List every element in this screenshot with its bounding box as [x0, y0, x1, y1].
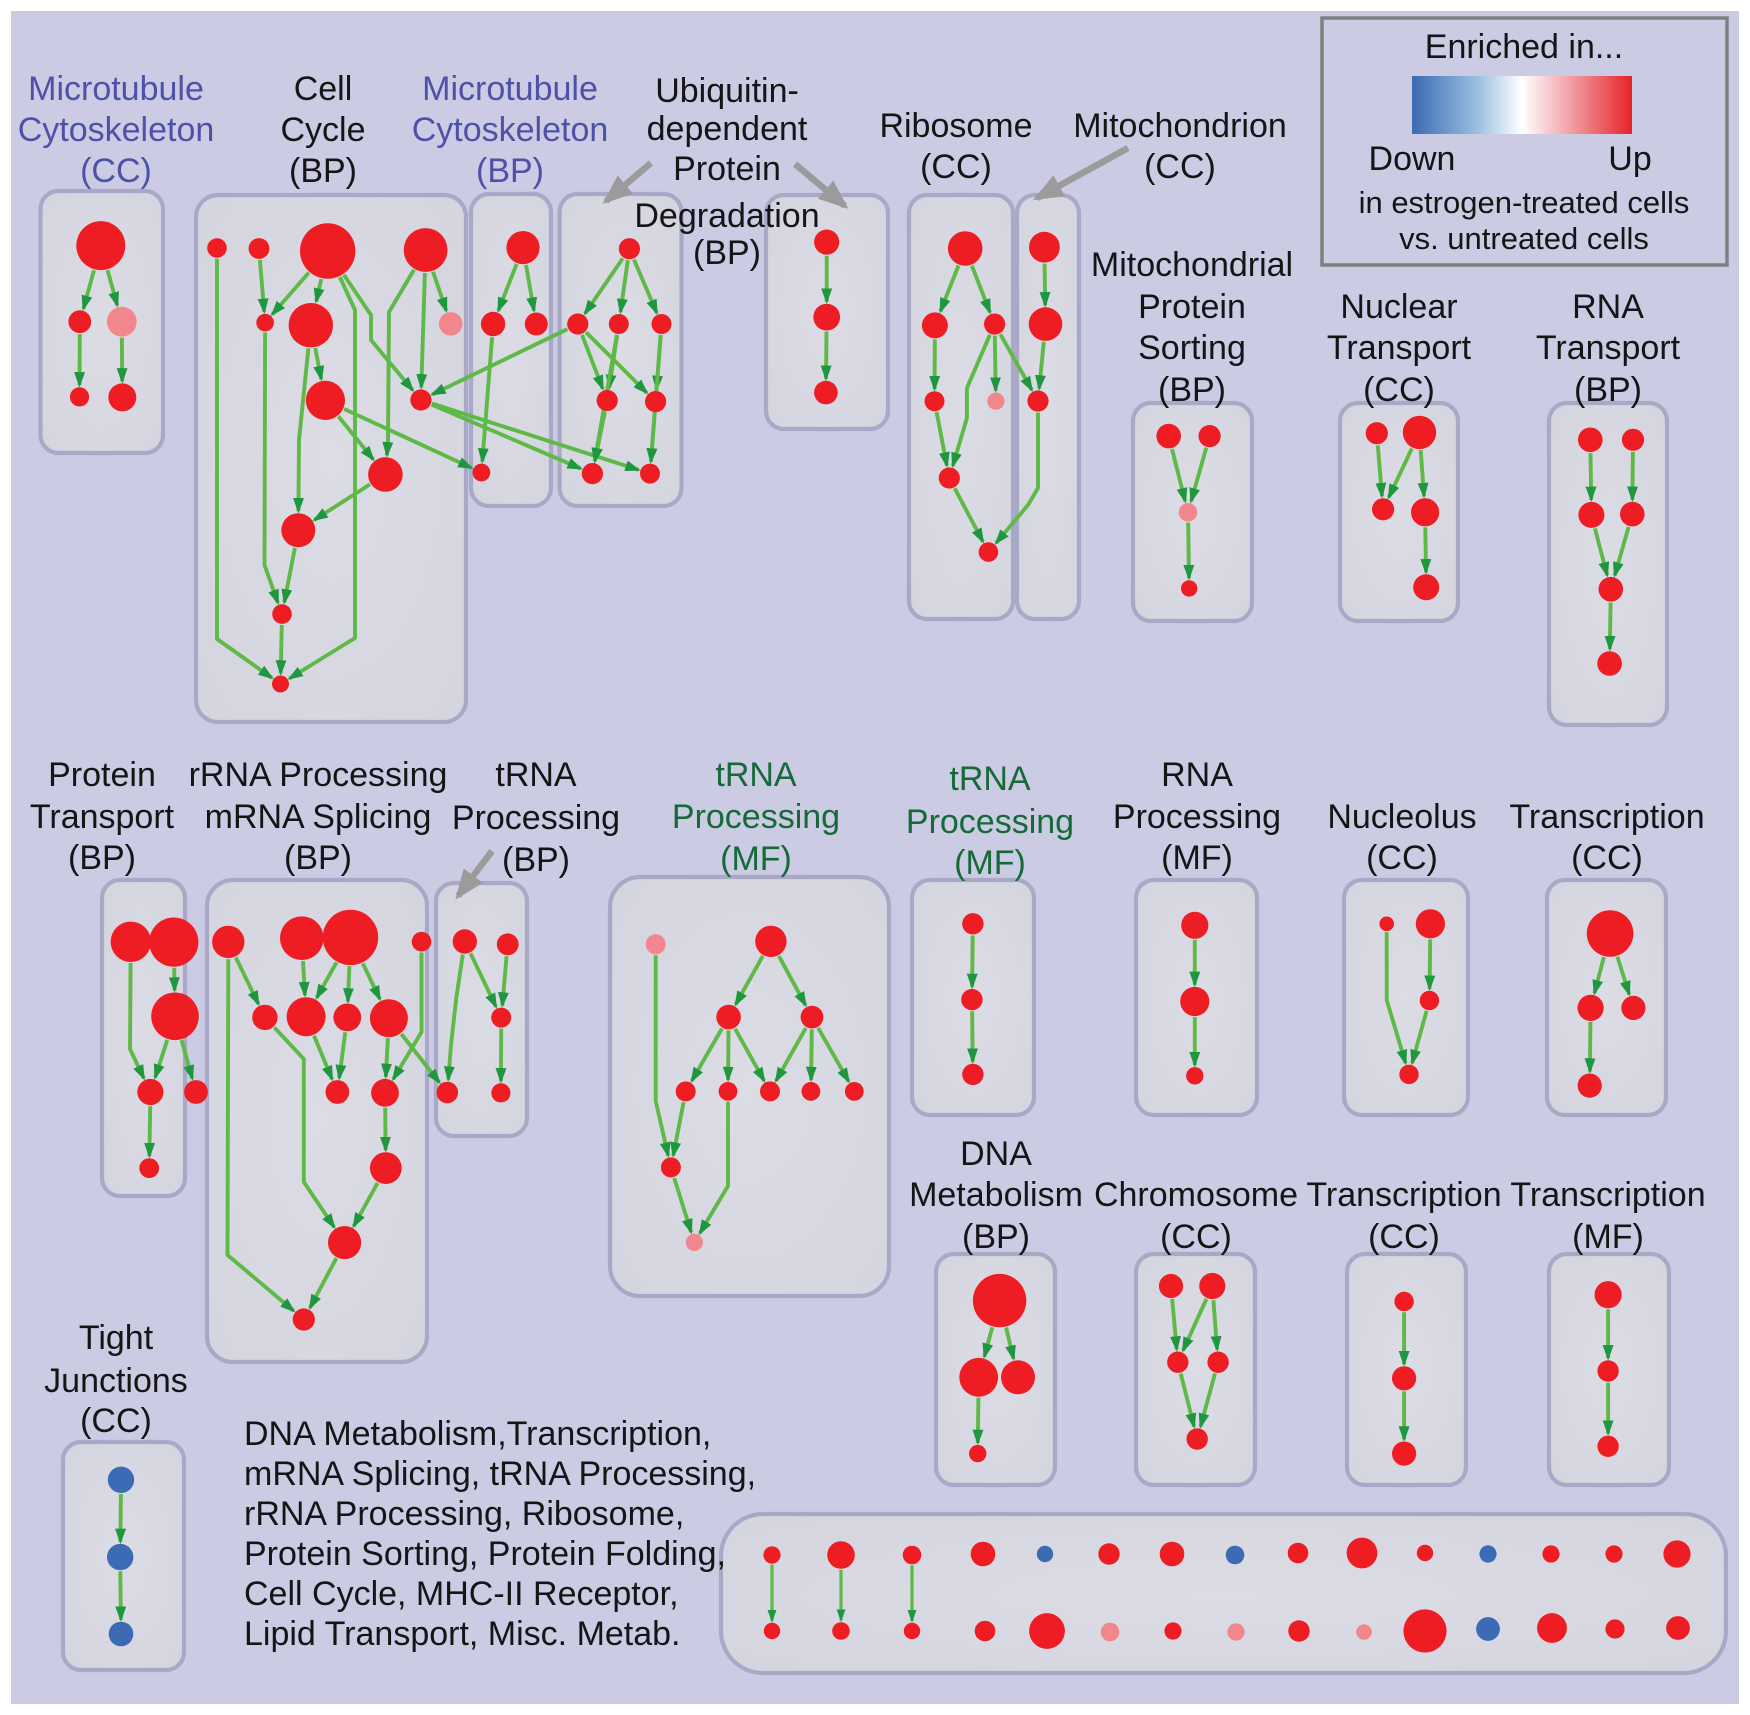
svg-text:rRNA Processing: rRNA Processing [189, 756, 448, 794]
svg-text:Transcription: Transcription [1509, 798, 1704, 836]
svg-text:DNA Metabolism,Transcription,: DNA Metabolism,Transcription, [244, 1415, 711, 1453]
svg-text:Chromosome: Chromosome [1094, 1176, 1298, 1214]
svg-text:(CC): (CC) [920, 148, 992, 186]
svg-text:Transport: Transport [1327, 329, 1472, 367]
svg-text:(CC): (CC) [1366, 839, 1438, 877]
svg-text:Nuclear: Nuclear [1340, 288, 1457, 326]
svg-text:Protein: Protein [48, 756, 156, 794]
svg-text:(MF): (MF) [1572, 1218, 1644, 1256]
svg-text:Cytoskeleton: Cytoskeleton [18, 111, 215, 149]
svg-text:Transport: Transport [30, 798, 175, 836]
svg-text:tRNA: tRNA [949, 760, 1031, 798]
svg-text:Transcription: Transcription [1510, 1176, 1705, 1214]
svg-text:Enriched in...: Enriched in... [1425, 28, 1623, 66]
svg-text:(BP): (BP) [502, 841, 570, 879]
svg-text:DNA: DNA [960, 1135, 1032, 1173]
svg-text:(MF): (MF) [954, 844, 1026, 882]
svg-text:Cytoskeleton: Cytoskeleton [412, 111, 609, 149]
svg-text:Up: Up [1608, 140, 1651, 178]
svg-text:Junctions: Junctions [44, 1362, 188, 1400]
svg-text:Transport: Transport [1536, 329, 1681, 367]
svg-text:Cell: Cell [294, 70, 353, 108]
svg-text:mRNA Splicing, tRNA Processing: mRNA Splicing, tRNA Processing, [244, 1455, 756, 1493]
svg-text:(CC): (CC) [1160, 1218, 1232, 1256]
svg-text:Protein: Protein [1138, 288, 1246, 326]
svg-text:vs. untreated cells: vs. untreated cells [1399, 221, 1649, 256]
svg-text:mRNA Splicing: mRNA Splicing [205, 798, 432, 836]
svg-text:Tight: Tight [79, 1319, 154, 1357]
svg-text:RNA: RNA [1572, 288, 1644, 326]
svg-text:Ribosome: Ribosome [879, 107, 1032, 145]
svg-text:(BP): (BP) [68, 839, 136, 877]
svg-text:(CC): (CC) [1571, 839, 1643, 877]
svg-text:(BP): (BP) [1574, 371, 1642, 409]
svg-text:(BP): (BP) [693, 234, 761, 272]
svg-text:Down: Down [1369, 140, 1456, 178]
svg-text:Microtubule: Microtubule [422, 70, 598, 108]
svg-text:dependent: dependent [647, 110, 808, 148]
svg-text:Sorting: Sorting [1138, 329, 1246, 367]
svg-text:(CC): (CC) [1368, 1218, 1440, 1256]
svg-text:Degradation: Degradation [634, 197, 819, 235]
svg-text:(BP): (BP) [284, 839, 352, 877]
svg-text:(CC): (CC) [80, 1402, 152, 1440]
svg-text:Nucleolus: Nucleolus [1327, 798, 1476, 836]
svg-text:Mitochondrion: Mitochondrion [1073, 107, 1287, 145]
svg-text:in estrogen-treated cells: in estrogen-treated cells [1359, 185, 1690, 220]
svg-text:(BP): (BP) [289, 152, 357, 190]
svg-text:(BP): (BP) [962, 1218, 1030, 1256]
svg-text:(BP): (BP) [476, 152, 544, 190]
svg-text:Transcription: Transcription [1306, 1176, 1501, 1214]
svg-text:(MF): (MF) [1161, 839, 1233, 877]
svg-text:Cell Cycle, MHC-II Receptor,: Cell Cycle, MHC-II Receptor, [244, 1575, 679, 1613]
svg-text:Lipid Transport, Misc. Metab.: Lipid Transport, Misc. Metab. [244, 1615, 681, 1653]
svg-text:Microtubule: Microtubule [28, 70, 204, 108]
svg-text:Processing: Processing [672, 798, 840, 836]
svg-text:RNA: RNA [1161, 756, 1233, 794]
svg-text:Protein Sorting, Protein Foldi: Protein Sorting, Protein Folding, [244, 1535, 726, 1573]
svg-text:Processing: Processing [1113, 798, 1281, 836]
svg-text:Protein: Protein [673, 150, 781, 188]
svg-text:(BP): (BP) [1158, 371, 1226, 409]
svg-text:tRNA: tRNA [495, 756, 577, 794]
svg-text:Mitochondrial: Mitochondrial [1091, 246, 1293, 284]
svg-text:tRNA: tRNA [715, 756, 797, 794]
svg-text:(CC): (CC) [80, 152, 152, 190]
svg-text:rRNA Processing, Ribosome,: rRNA Processing, Ribosome, [244, 1495, 684, 1533]
svg-text:(CC): (CC) [1144, 148, 1216, 186]
svg-text:(MF): (MF) [720, 840, 792, 878]
svg-text:(CC): (CC) [1363, 371, 1435, 409]
svg-text:Processing: Processing [452, 799, 620, 837]
svg-text:Cycle: Cycle [280, 111, 365, 149]
svg-text:Processing: Processing [906, 803, 1074, 841]
svg-text:Ubiquitin-: Ubiquitin- [655, 72, 799, 110]
svg-text:Metabolism: Metabolism [909, 1176, 1083, 1214]
